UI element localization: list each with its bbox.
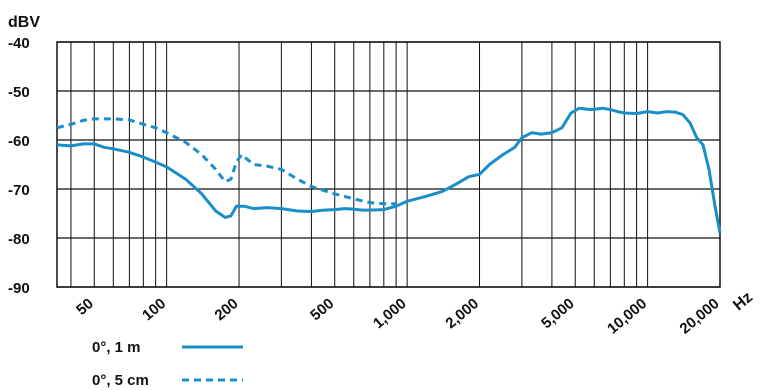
- y-tick-label: -90: [8, 280, 30, 297]
- x-tick-label: 100: [139, 295, 169, 324]
- y-tick-label: -80: [8, 231, 30, 248]
- series-lines: [56, 106, 722, 234]
- y-axis-label: dBV: [8, 14, 40, 31]
- grid: [56, 41, 721, 288]
- x-tick-label: 50: [73, 295, 97, 319]
- y-tick-label: -60: [8, 133, 30, 150]
- y-tick-label: -50: [8, 84, 30, 101]
- axes: -40 -50 -60 -70 -80 -90 dBV 50 100 200 500 1,000 2,0…: [8, 14, 756, 338]
- legend-label: 0°, 5 cm: [92, 372, 149, 389]
- x-tick-label: 5,000: [538, 295, 578, 332]
- x-tick-label: 200: [212, 295, 242, 324]
- y-tick-label: -40: [8, 35, 30, 52]
- legend: 0°, 1 m 0°, 5 cm: [92, 339, 243, 389]
- x-tick-label: 20,000: [676, 295, 722, 338]
- y-tick-label: -70: [8, 182, 30, 199]
- legend-label: 0°, 1 m: [92, 339, 141, 356]
- x-tick-label: 1,000: [370, 295, 410, 332]
- x-axis-label: Hz: [730, 289, 756, 315]
- series-line-far: [56, 106, 722, 234]
- plot-frame: [56, 41, 721, 288]
- x-tick-label: 2,000: [442, 295, 482, 332]
- x-tick-label: 10,000: [604, 295, 650, 338]
- x-tick-label: 500: [307, 295, 337, 324]
- series-line-near: [56, 117, 397, 206]
